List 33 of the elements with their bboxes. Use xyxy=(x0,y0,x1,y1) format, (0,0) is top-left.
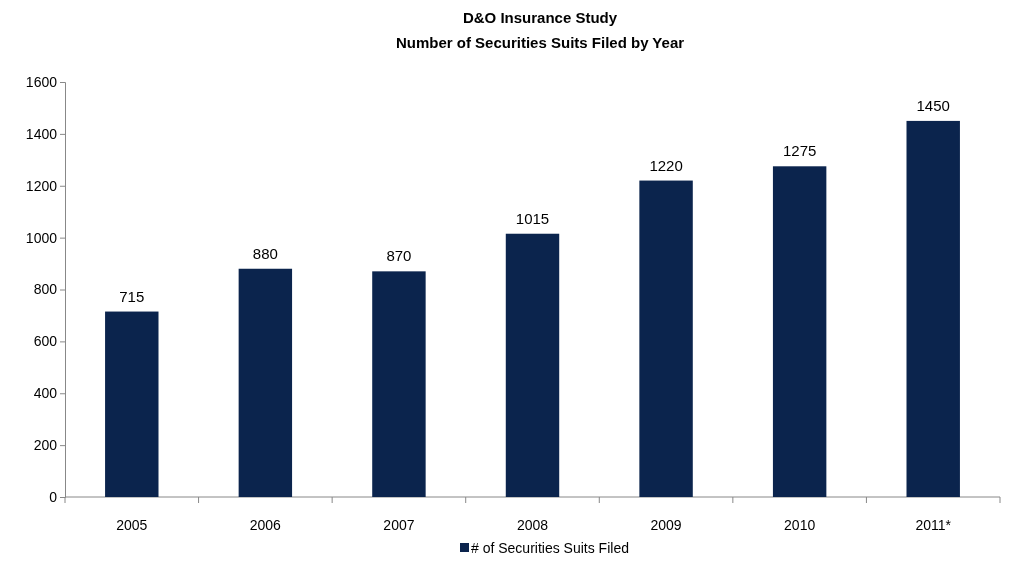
x-tick-label: 2009 xyxy=(650,517,682,533)
data-label: 870 xyxy=(386,247,412,265)
y-tick-label: 200 xyxy=(33,437,58,454)
x-tick-label: 2006 xyxy=(249,517,282,533)
bar xyxy=(105,311,159,497)
y-tick-label: 1400 xyxy=(25,125,58,142)
y-tick-label: 1200 xyxy=(25,177,58,194)
y-tick-label: 1000 xyxy=(25,229,58,246)
data-label: 1275 xyxy=(782,142,817,160)
data-label: 880 xyxy=(252,244,278,262)
data-label: 1015 xyxy=(515,209,550,227)
x-tick-label: 2005 xyxy=(116,517,148,533)
bar xyxy=(772,166,827,497)
y-tick-label: 800 xyxy=(33,281,58,298)
chart-title: D&O Insurance Study xyxy=(462,9,618,26)
x-tick-label: 2010 xyxy=(784,517,816,533)
data-label: 1220 xyxy=(649,156,683,174)
bar xyxy=(238,268,293,497)
x-tick-label: 2007 xyxy=(383,517,415,533)
y-tick-label: 1600 xyxy=(25,73,58,90)
y-tick-label: 0 xyxy=(49,488,58,505)
bar xyxy=(372,271,426,497)
data-label: 1450 xyxy=(916,96,950,114)
y-tick-label: 600 xyxy=(33,333,58,350)
bar xyxy=(906,120,960,497)
x-tick-label: 2008 xyxy=(516,517,549,533)
y-tick-label: 400 xyxy=(33,385,58,402)
chart-subtitle: Number of Securities Suits Filed by Year xyxy=(395,34,685,51)
bar xyxy=(639,180,693,497)
bar xyxy=(505,233,560,497)
x-tick-label: 2011* xyxy=(915,517,952,533)
legend-label: # of Securities Suits Filed xyxy=(471,540,629,556)
data-label: 715 xyxy=(119,287,145,305)
